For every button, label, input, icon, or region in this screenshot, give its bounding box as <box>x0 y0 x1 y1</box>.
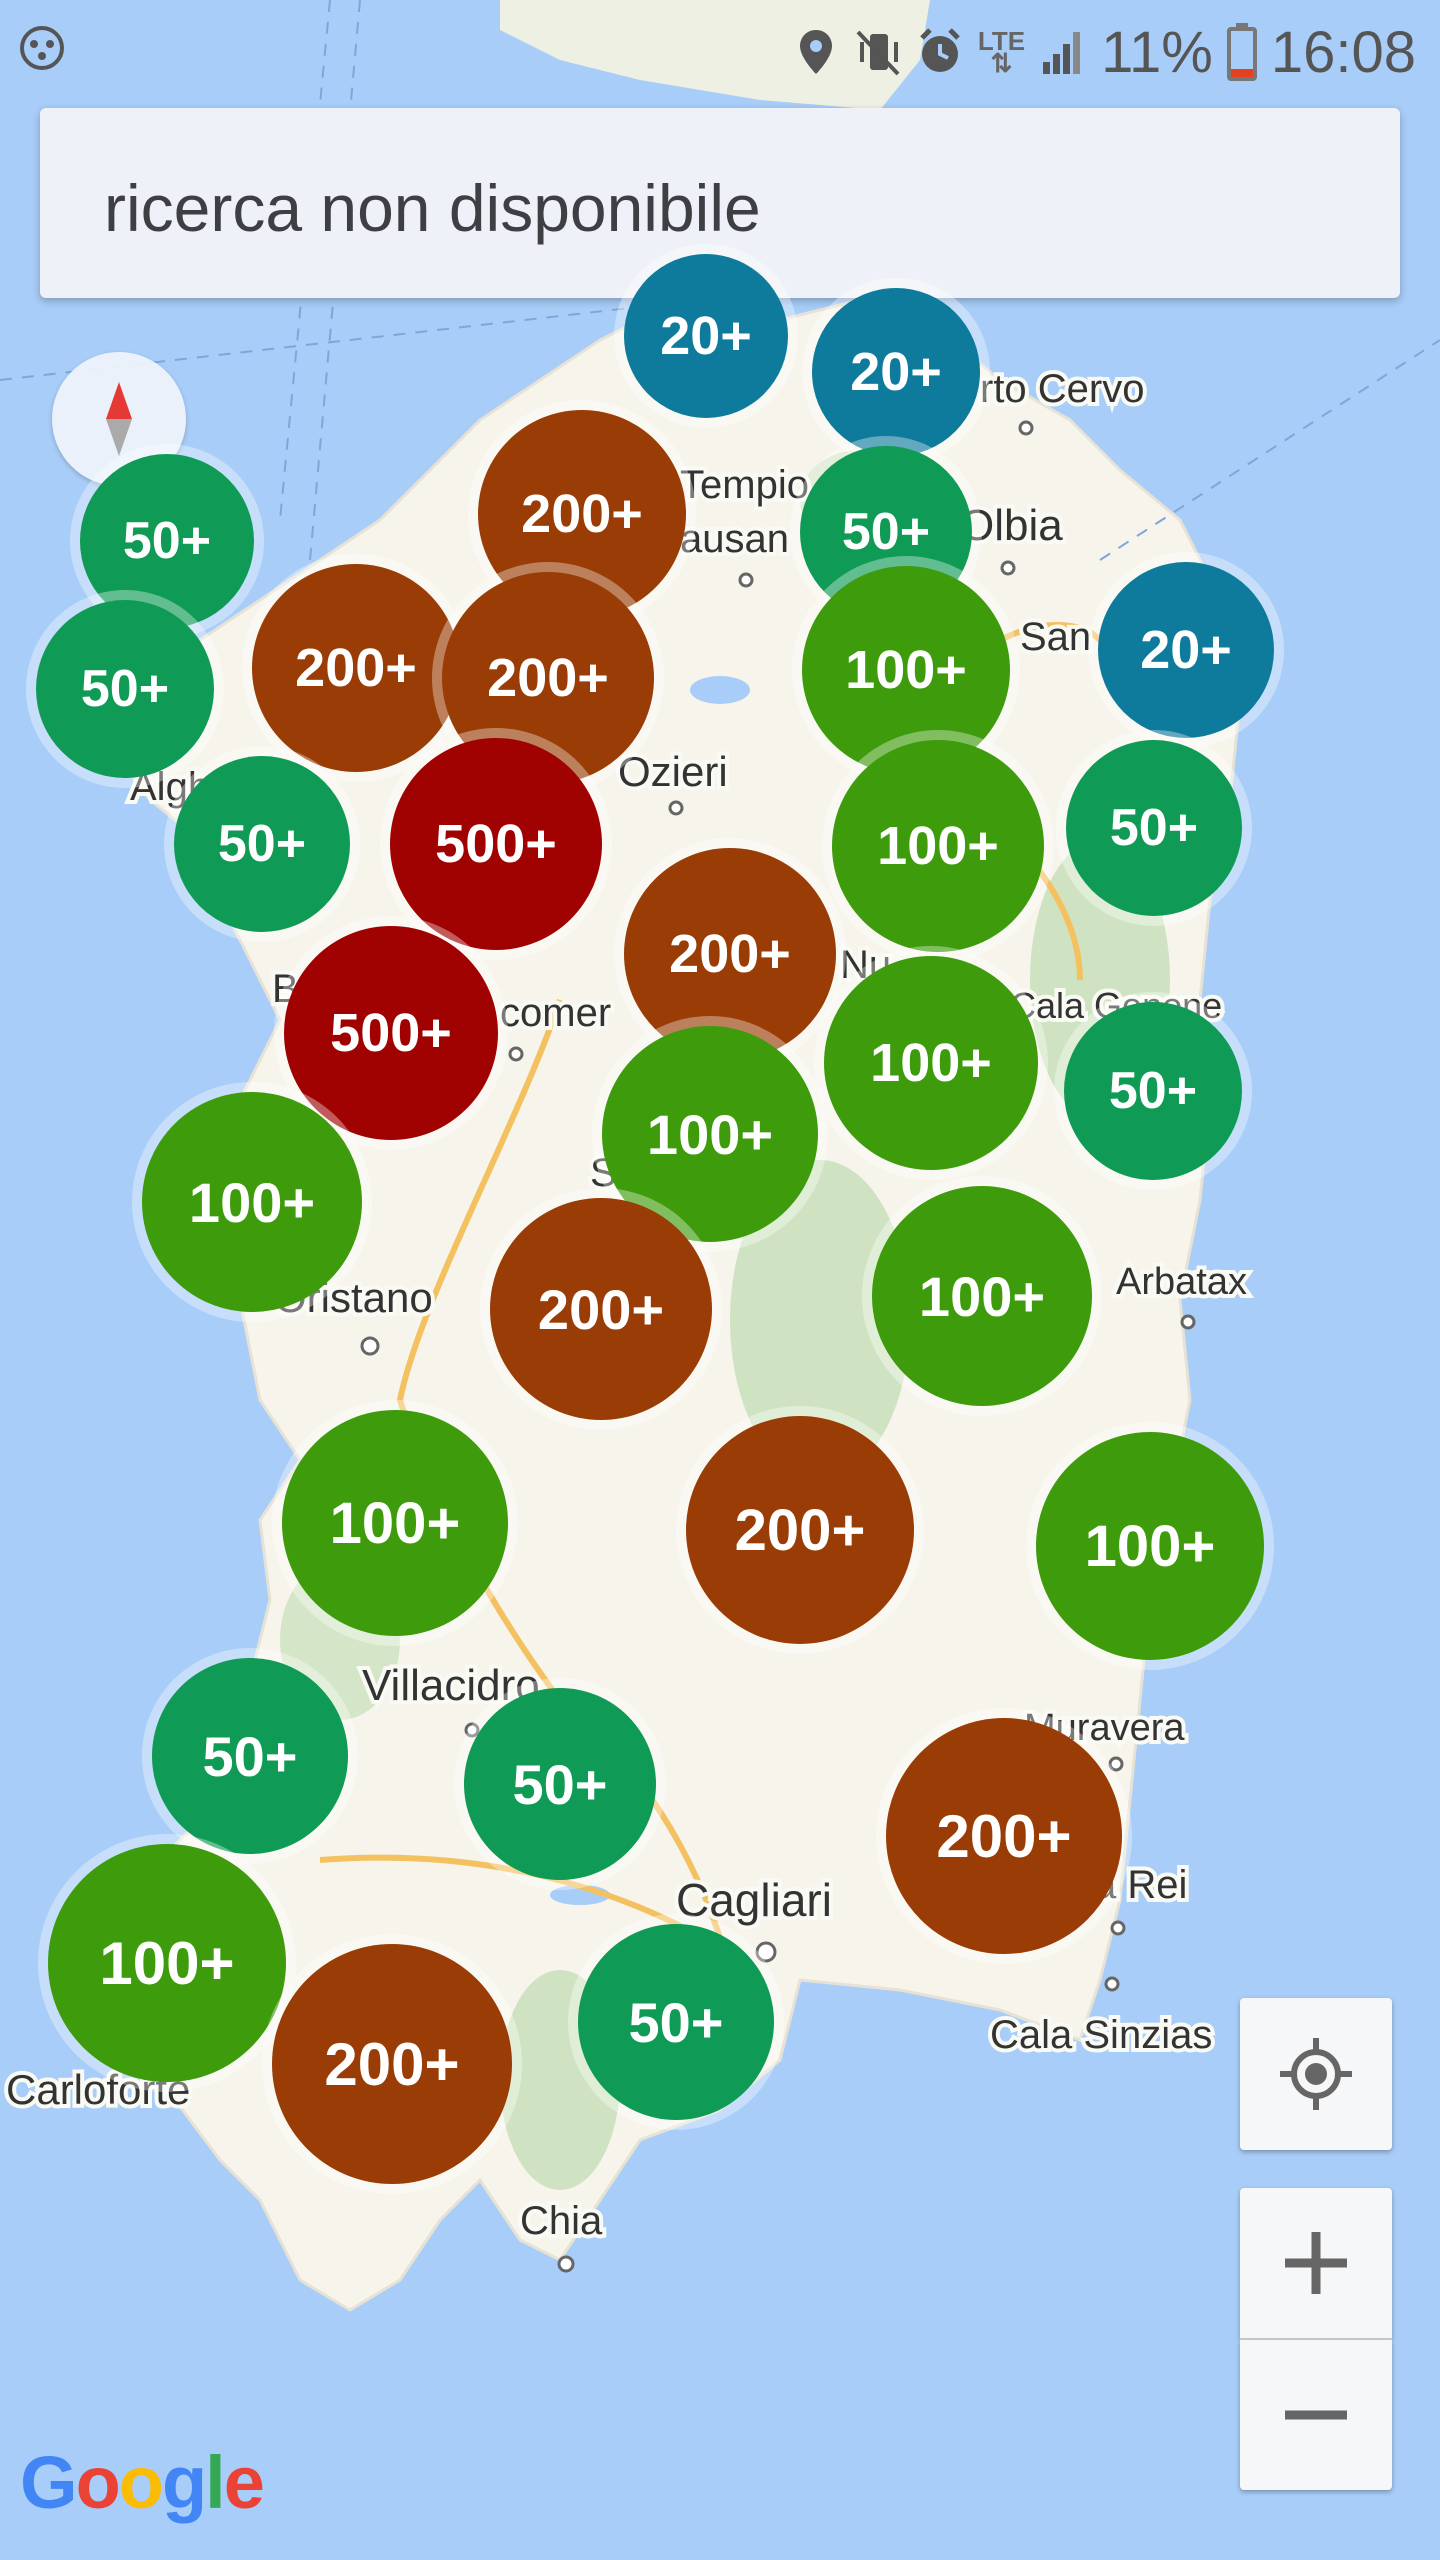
cluster-marker[interactable]: 50+ <box>464 1688 656 1880</box>
place-label: a Rei <box>1094 1863 1187 1907</box>
place-label: Arbatax <box>1116 1261 1247 1303</box>
cluster-marker[interactable]: 20+ <box>1098 562 1274 738</box>
cluster-marker[interactable]: 200+ <box>252 564 460 772</box>
status-icons: LTE ⇅ 11% 16:08 <box>792 14 1416 90</box>
cluster-marker[interactable]: 100+ <box>832 740 1044 952</box>
minus-icon <box>1285 2410 1347 2420</box>
zoom-divider <box>1240 2338 1392 2340</box>
google-logo: Google <box>20 2441 265 2524</box>
corsica-land <box>500 0 930 110</box>
cluster-marker[interactable]: 20+ <box>624 254 788 418</box>
search-bar[interactable]: ricerca non disponibile <box>40 108 1400 298</box>
zoom-out-button[interactable] <box>1240 2340 1392 2490</box>
battery-icon <box>1226 23 1257 81</box>
location-icon <box>799 30 832 74</box>
cluster-marker[interactable]: 20+ <box>812 288 980 456</box>
place-label: rto Cervo <box>980 367 1145 411</box>
place-label: ausan <box>680 517 789 561</box>
cluster-marker[interactable]: 100+ <box>802 566 1010 774</box>
signal-icon <box>1043 32 1081 74</box>
vibrate-mute-icon <box>856 30 900 76</box>
cluster-marker[interactable]: 500+ <box>284 926 498 1140</box>
cluster-marker[interactable]: 200+ <box>886 1718 1122 1954</box>
cluster-marker[interactable]: 100+ <box>48 1844 286 2082</box>
cluster-marker[interactable]: 200+ <box>272 1944 512 2184</box>
cluster-marker[interactable]: 100+ <box>282 1410 508 1636</box>
town-dots <box>360 420 1196 2273</box>
cluster-marker[interactable]: 100+ <box>142 1092 362 1312</box>
place-label: Ozieri <box>618 748 728 795</box>
cluster-marker[interactable]: 50+ <box>174 756 350 932</box>
cluster-marker[interactable]: 100+ <box>824 956 1038 1170</box>
place-label: Chia <box>520 2199 603 2243</box>
cluster-marker[interactable]: 500+ <box>390 738 602 950</box>
cluster-marker[interactable]: 100+ <box>872 1186 1092 1406</box>
place-label: comer <box>500 991 611 1035</box>
cluster-marker[interactable]: 200+ <box>490 1198 712 1420</box>
cluster-marker[interactable]: 50+ <box>36 600 214 778</box>
app-notification-icon <box>20 26 64 70</box>
place-label: Cagliari <box>676 1874 832 1926</box>
clock: 16:08 <box>1270 19 1416 85</box>
alarm-icon <box>920 28 960 72</box>
zoom-in-button[interactable] <box>1240 2188 1392 2338</box>
lake <box>690 676 750 704</box>
place-labels: rto Cervo Tempio ausan Olbia San T Ozier… <box>2 363 1251 2247</box>
cluster-marker[interactable]: 50+ <box>1066 740 1242 916</box>
cluster-marker[interactable]: 100+ <box>1036 1432 1264 1660</box>
status-bar: LTE ⇅ 11% 16:08 <box>0 0 1440 104</box>
lte-icon: LTE ⇅ <box>977 26 1026 78</box>
place-label: Tempio <box>680 463 809 507</box>
my-location-icon <box>1280 2038 1352 2110</box>
battery-percent: 11% <box>1101 19 1213 85</box>
forest-area <box>730 1160 910 1480</box>
place-label: Cala Sinzias <box>990 2013 1212 2057</box>
compass-icon <box>106 382 132 456</box>
cluster-marker[interactable]: 50+ <box>1064 1002 1242 1180</box>
cluster-marker[interactable]: 50+ <box>152 1658 348 1854</box>
cluster-marker[interactable]: 50+ <box>80 454 254 628</box>
cluster-marker[interactable]: 200+ <box>686 1416 914 1644</box>
my-location-button[interactable] <box>1240 1998 1392 2150</box>
cluster-marker[interactable]: 200+ <box>624 848 836 1060</box>
plus-icon <box>1285 2232 1347 2294</box>
cluster-marker[interactable]: 50+ <box>578 1924 774 2120</box>
search-status-text: ricerca non disponibile <box>104 171 761 245</box>
place-label: Olbia <box>960 501 1063 550</box>
